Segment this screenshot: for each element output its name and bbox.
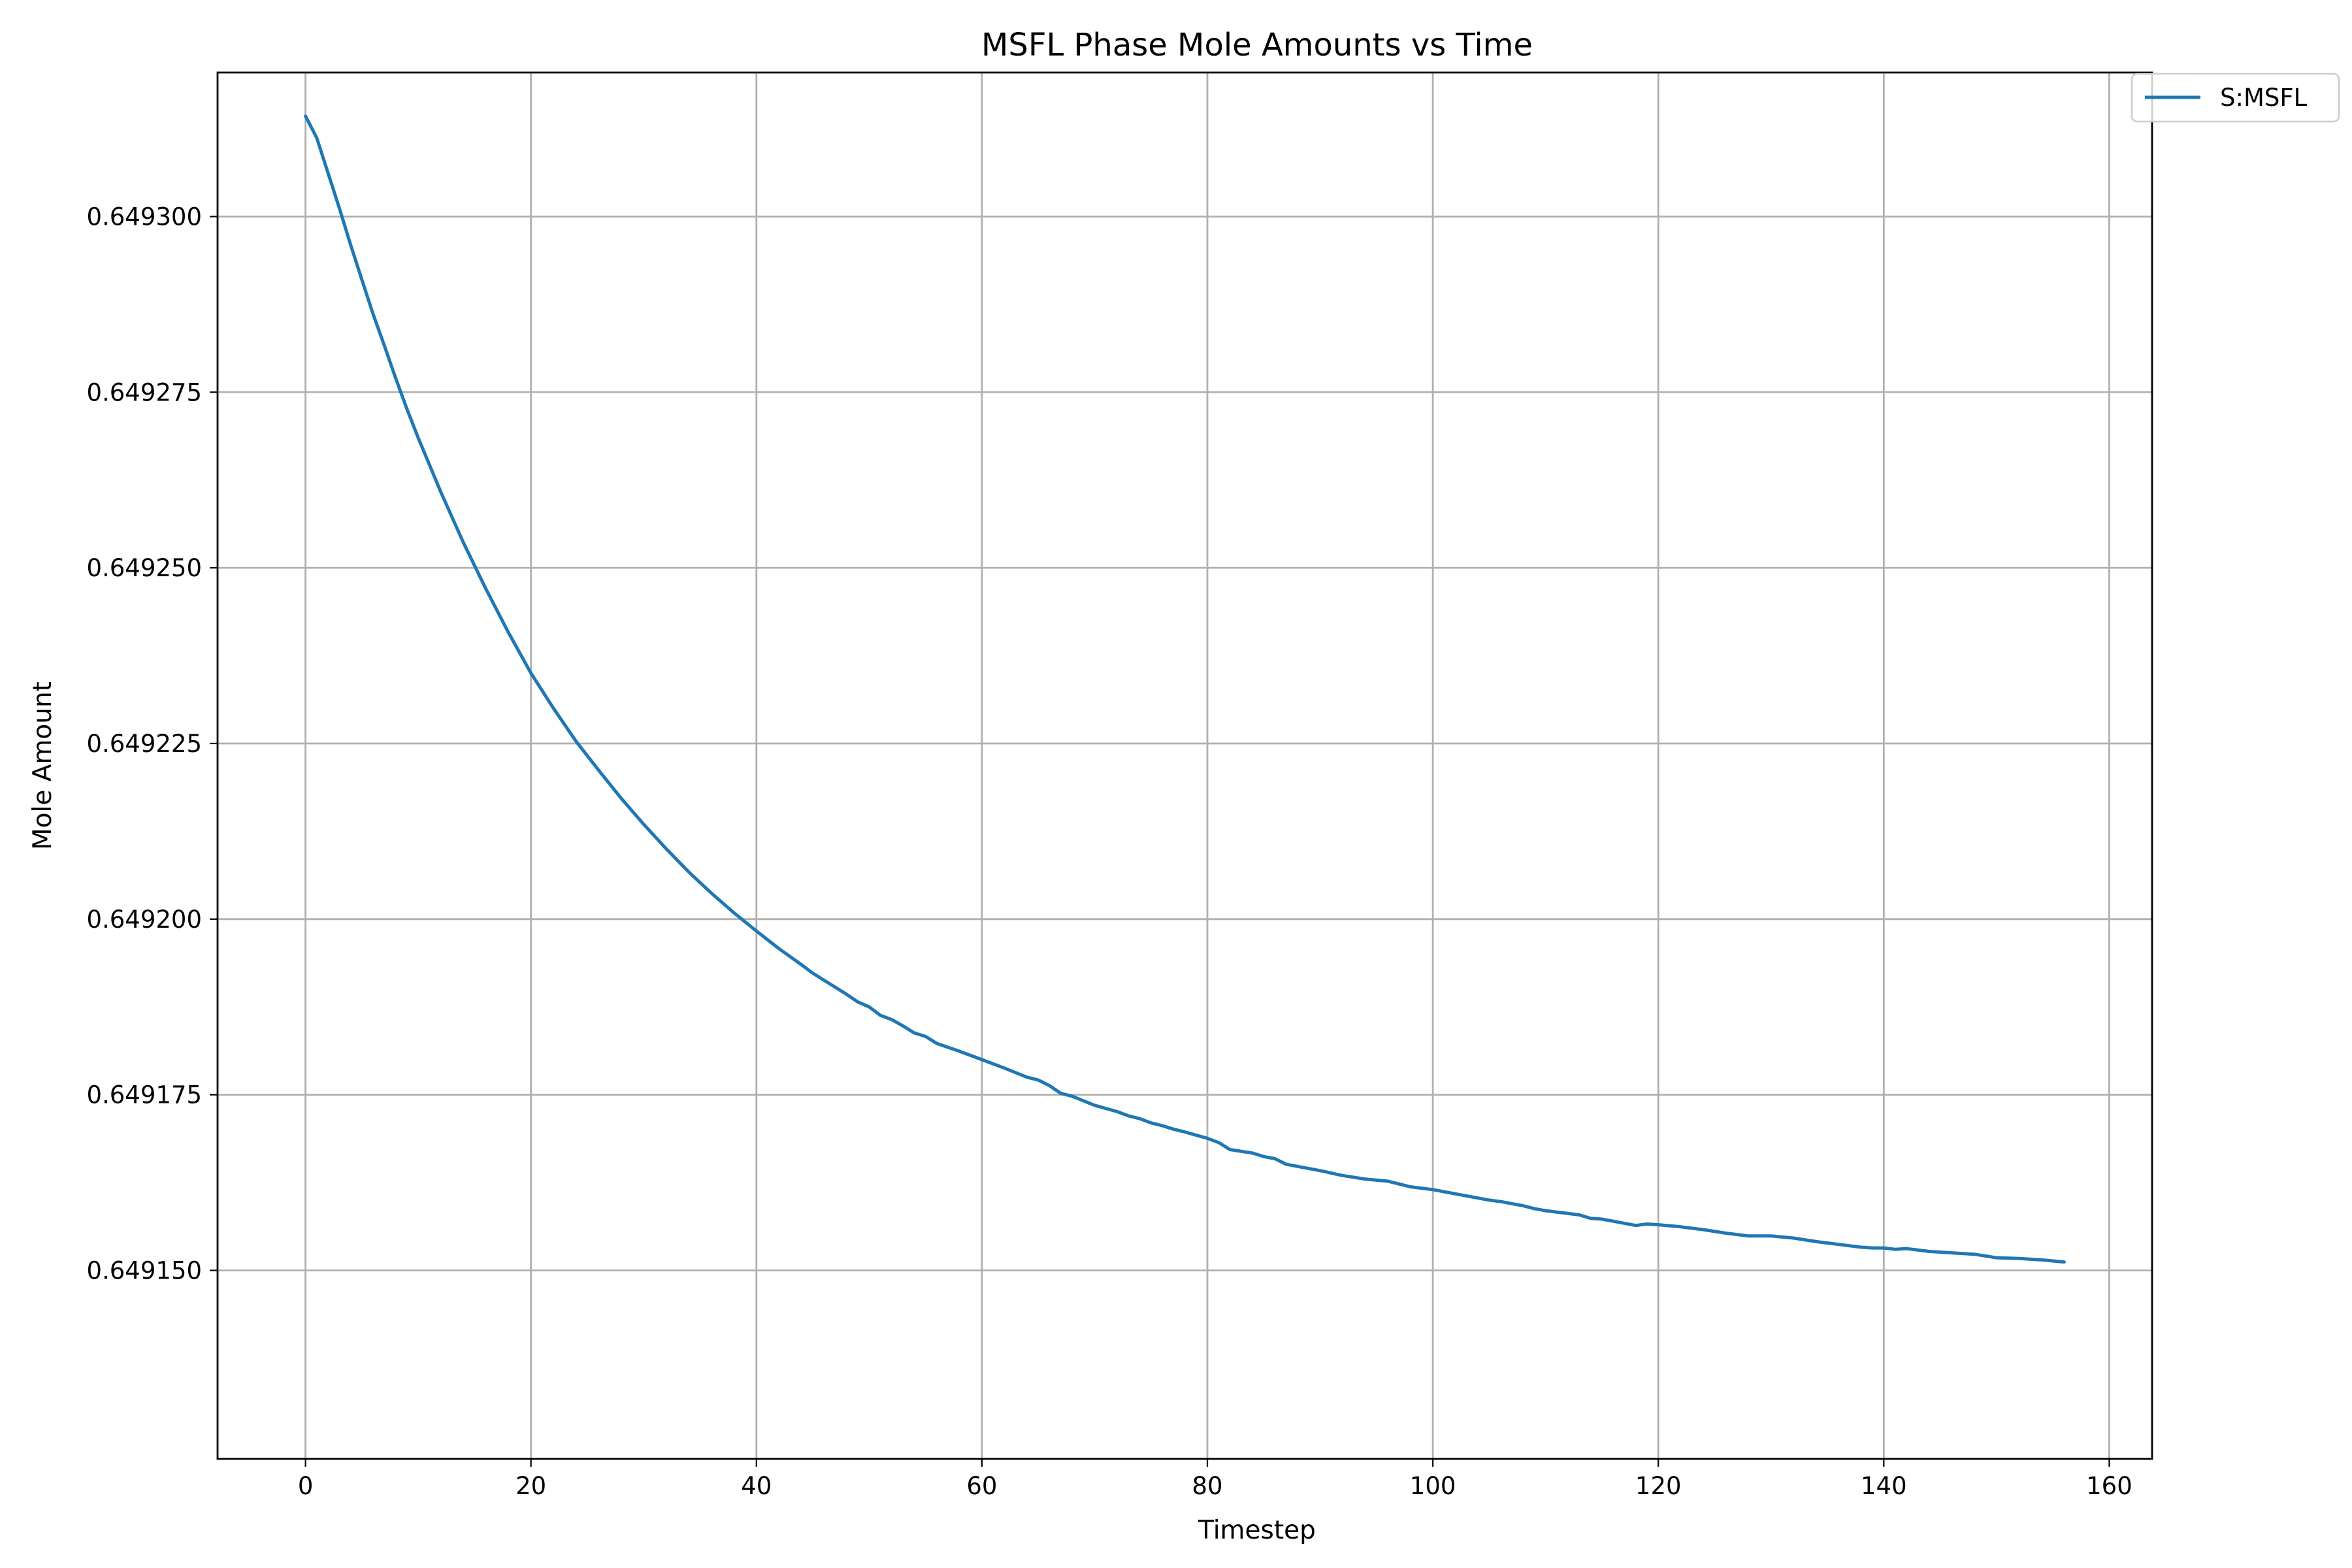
y-tick-label: 0.649250 xyxy=(86,554,202,582)
ticks: 0 20 40 60 80 100 120 140 160 0.649150 0.649175 0.6… xyxy=(86,203,2132,1500)
x-tick-label: 60 xyxy=(966,1472,997,1500)
series-line-s-msfl xyxy=(304,114,2066,1264)
grid xyxy=(218,73,2152,1459)
y-tick-label: 0.649275 xyxy=(86,378,202,406)
series-layer xyxy=(304,114,2066,1264)
y-tick-label: 0.649225 xyxy=(86,730,202,758)
y-axis-label: Mole Amount xyxy=(28,681,57,850)
x-axis-label: Timestep xyxy=(1198,1516,1316,1545)
x-tick-label: 40 xyxy=(741,1472,772,1500)
axes-frame xyxy=(216,71,2153,1460)
x-tick-label: 140 xyxy=(1861,1472,1907,1500)
chart-title: MSFL Phase Mole Amounts vs Time xyxy=(981,27,1533,63)
y-tick-label: 0.649200 xyxy=(86,906,202,934)
x-tick-label: 100 xyxy=(1410,1472,1456,1500)
legend: S:MSFL xyxy=(2131,73,2340,123)
y-tick-label: 0.649175 xyxy=(86,1081,202,1109)
x-tick-label: 0 xyxy=(298,1472,314,1500)
x-tick-label: 120 xyxy=(1635,1472,1682,1500)
y-tick-label: 0.649150 xyxy=(86,1256,202,1284)
x-tick-label: 20 xyxy=(515,1472,546,1500)
x-tick-label: 160 xyxy=(2086,1472,2132,1500)
y-tick-label: 0.649300 xyxy=(86,203,202,231)
legend-box xyxy=(2131,73,2340,123)
legend-label-s-msfl: S:MSFL xyxy=(2220,84,2308,112)
x-tick-label: 80 xyxy=(1192,1472,1222,1500)
